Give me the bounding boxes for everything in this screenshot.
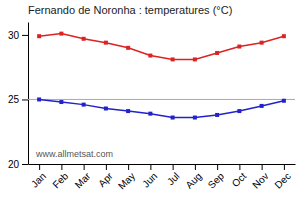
tick-label: Aug: [183, 170, 203, 190]
tick-mark: [22, 164, 28, 165]
tick: Oct: [230, 164, 249, 189]
tick-label: Apr: [96, 170, 115, 189]
marker: [82, 37, 86, 41]
marker: [171, 57, 175, 61]
tick-label: Mar: [73, 170, 93, 190]
tick: Sep: [206, 164, 227, 191]
marker: [282, 99, 286, 103]
marker: [148, 54, 152, 58]
tick-label: Oct: [230, 170, 249, 189]
annotation: www.allmetsat.com: [35, 149, 113, 159]
tick-label: 25: [8, 94, 20, 105]
tick: Nov: [250, 164, 270, 191]
marker: [282, 34, 286, 38]
marker: [148, 112, 152, 116]
line: [39, 34, 284, 60]
tick: Dec: [272, 164, 292, 191]
tick-mark: [39, 164, 40, 170]
marker: [193, 57, 197, 61]
tick: Aug: [183, 164, 203, 191]
tick-label: May: [116, 170, 137, 191]
tick-mark: [195, 164, 196, 170]
marker: [104, 106, 108, 110]
marker: [104, 41, 108, 45]
tick-mark: [262, 164, 263, 170]
marker: [126, 109, 130, 113]
tick-label: 20: [8, 159, 20, 170]
tick-mark: [61, 164, 62, 170]
marker: [37, 97, 41, 101]
tick-label: Sep: [206, 170, 227, 191]
tick-mark: [84, 164, 85, 170]
tick-label: 30: [8, 30, 20, 41]
tick-label: Jan: [29, 170, 48, 189]
tick: May: [116, 164, 137, 192]
tick-label: Nov: [250, 170, 270, 190]
tick: Mar: [73, 164, 93, 190]
tick-label: Jun: [140, 170, 159, 189]
marker: [215, 51, 219, 55]
tick: Apr: [96, 164, 115, 189]
x-axis: JanFebMarAprMayJun JulAugSepOctNovDec: [29, 164, 296, 192]
tick-label: Feb: [50, 170, 70, 190]
tick-mark: [217, 164, 218, 170]
marker: [37, 34, 41, 38]
tick-mark: [22, 35, 28, 36]
tick-mark: [173, 164, 174, 170]
tick-label: Dec: [272, 170, 292, 190]
marker: [237, 45, 241, 49]
marker: [59, 100, 63, 104]
y-axis: 20 25 30: [8, 23, 29, 170]
marker: [82, 103, 86, 107]
title: Fernando de Noronha : temperatures (°C): [28, 4, 232, 16]
plot: 20 25 30 JanFebMarAprMayJun JulAugSepOctNovD…: [8, 23, 296, 192]
plot-area: [28, 32, 295, 120]
line: [39, 99, 284, 117]
axis-line: [29, 164, 296, 165]
tick-mark: [128, 164, 129, 170]
marker: [260, 104, 264, 108]
reference-line: [28, 99, 295, 100]
tick: Jan: [29, 164, 48, 190]
chart: 20 25 30 JanFebMarAprMayJun JulAugSepOctNovD…: [0, 0, 305, 200]
tick-mark: [106, 164, 107, 170]
tick: Jun: [140, 164, 159, 190]
tick-label: Jul: [165, 170, 182, 187]
tick: 25: [8, 94, 28, 105]
marker: [59, 32, 63, 36]
marker: [260, 41, 264, 45]
tick-mark: [284, 164, 285, 170]
marker: [237, 109, 241, 113]
series: [37, 32, 286, 62]
axis-line: [28, 23, 29, 165]
tick: 20: [8, 159, 28, 170]
marker: [215, 113, 219, 117]
tick-mark: [150, 164, 151, 170]
marker: [193, 116, 197, 120]
tick: Jul: [165, 164, 182, 187]
tick-mark: [239, 164, 240, 170]
tick-mark: [22, 99, 28, 100]
marker: [126, 46, 130, 50]
series: [37, 97, 286, 119]
marker: [171, 116, 175, 120]
tick: 30: [8, 30, 28, 41]
tick: Feb: [50, 164, 70, 190]
